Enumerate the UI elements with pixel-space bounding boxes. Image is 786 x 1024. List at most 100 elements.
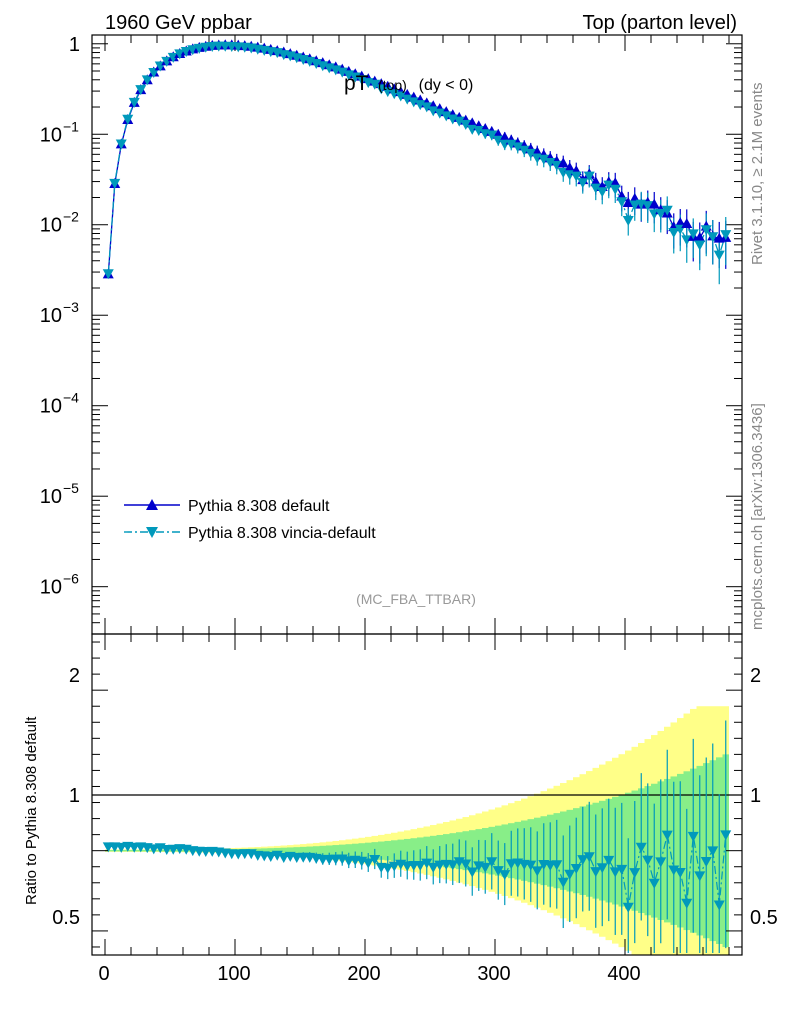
mcplots-source-label: mcplots.cern.ch [arXiv:1306.3436] (749, 403, 766, 630)
main-ytick-label-3: 10 (40, 305, 62, 327)
point-vincia (180, 46, 192, 57)
point-vincia (720, 230, 732, 241)
ratio-point-vincia (414, 860, 426, 871)
ratio-ytick-right-2: 2 (750, 665, 761, 687)
ratio-point-vincia (655, 857, 667, 868)
point-vincia (102, 269, 114, 280)
ratio-point-vincia (713, 900, 725, 911)
main-ytick-label-0: 1 (69, 34, 80, 56)
ratio-point-vincia (681, 898, 693, 909)
main-ytick-label-1: 10 (40, 124, 62, 146)
point-vincia (590, 183, 602, 194)
series-line-default (107, 44, 726, 275)
ratio-panel: 2 1 0.5 2 1 0.5 0 100 200 300 400 Ratio … (23, 633, 778, 985)
ratio-y-axis-label: Ratio to Pythia 8.308 default (23, 716, 40, 905)
ratio-band-inner (287, 847, 294, 854)
ratio-point-vincia (642, 855, 654, 866)
ratio-band-inner (378, 841, 385, 860)
ratio-band-inner (365, 842, 372, 859)
point-vincia (440, 111, 452, 122)
main-ytick-exp-6: −6 (63, 571, 79, 587)
point-vincia (544, 158, 556, 169)
legend: Pythia 8.308 default Pythia 8.308 vincia… (124, 498, 376, 542)
ratio-band-inner (339, 844, 346, 857)
xtick-label-400: 400 (607, 963, 640, 985)
point-vincia (193, 43, 205, 54)
ratio-ytick-right-05: 0.5 (750, 907, 778, 929)
ratio-ytick-left-2: 2 (69, 665, 80, 687)
ratio-point-vincia (551, 860, 563, 871)
point-default (622, 197, 634, 208)
ratio-series (102, 720, 732, 953)
ratio-band-inner (319, 845, 326, 856)
point-vincia (596, 187, 608, 198)
ratio-point-vincia (427, 862, 439, 873)
point-vincia (434, 108, 446, 119)
point-vincia (401, 94, 413, 105)
point-vincia (551, 160, 563, 171)
main-ytick-label-2: 10 (40, 215, 62, 237)
main-series (102, 39, 732, 285)
point-vincia (174, 49, 186, 60)
ratio-point-vincia (505, 859, 517, 870)
ratio-band-inner (358, 843, 365, 859)
ratio-band-inner (345, 844, 352, 858)
ratio-point-vincia (525, 860, 537, 871)
header-energy-label: 1960 GeV ppbar (105, 12, 252, 34)
ratio-point-vincia (577, 855, 589, 866)
point-vincia (486, 130, 498, 141)
ratio-point-vincia (629, 868, 641, 879)
point-vincia (109, 178, 121, 189)
legend-marker-vincia (146, 527, 158, 538)
main-ytick-exp-3: −3 (63, 299, 79, 315)
point-vincia (336, 67, 348, 78)
point-vincia (668, 228, 680, 239)
main-ytick-label-4: 10 (40, 396, 62, 418)
ratio-point-vincia (570, 863, 582, 874)
xtick-label-200: 200 (347, 963, 380, 985)
ratio-band-inner (384, 840, 391, 861)
ratio-band-inner (300, 846, 307, 855)
ratio-point-vincia (479, 862, 491, 873)
point-vincia (525, 148, 537, 159)
point-vincia (141, 75, 153, 86)
point-vincia (616, 197, 628, 208)
ratio-point-vincia (460, 859, 472, 870)
point-vincia (713, 250, 725, 261)
ratio-band-inner (274, 847, 281, 854)
point-vincia (473, 125, 485, 136)
point-vincia (369, 79, 381, 90)
ratio-point-vincia (265, 852, 277, 863)
point-vincia (661, 205, 673, 216)
point-vincia (453, 116, 465, 127)
ratio-point-vincia (694, 871, 706, 882)
ratio-point-vincia (622, 902, 634, 913)
point-vincia (603, 180, 615, 191)
ratio-point-vincia (148, 844, 160, 855)
header-process-label: Top (parton level) (582, 12, 737, 34)
point-default (648, 198, 660, 209)
point-vincia (538, 154, 550, 165)
ratio-band-inner (352, 843, 359, 858)
x-tick-labels: 0 100 200 300 400 (98, 963, 640, 985)
point-vincia (148, 67, 160, 78)
plot-title-condition: (dy < 0) (419, 77, 474, 94)
ratio-point-vincia (616, 864, 628, 875)
point-default (694, 231, 706, 242)
main-frame (91, 34, 743, 635)
point-vincia (655, 208, 667, 219)
point-vincia (583, 171, 595, 182)
main-ytick-label-5: 10 (40, 486, 62, 508)
xtick-label-300: 300 (477, 963, 510, 985)
point-default (674, 217, 686, 228)
main-ytick-label-6: 10 (40, 577, 62, 599)
ratio-point-vincia (531, 866, 543, 877)
ratio-axis-ticks (92, 634, 742, 955)
ratio-point-vincia (720, 830, 732, 841)
ratio-point-vincia (596, 863, 608, 874)
point-vincia (707, 232, 719, 243)
point-vincia (492, 135, 504, 146)
point-vincia (505, 139, 517, 150)
point-vincia (356, 75, 368, 86)
